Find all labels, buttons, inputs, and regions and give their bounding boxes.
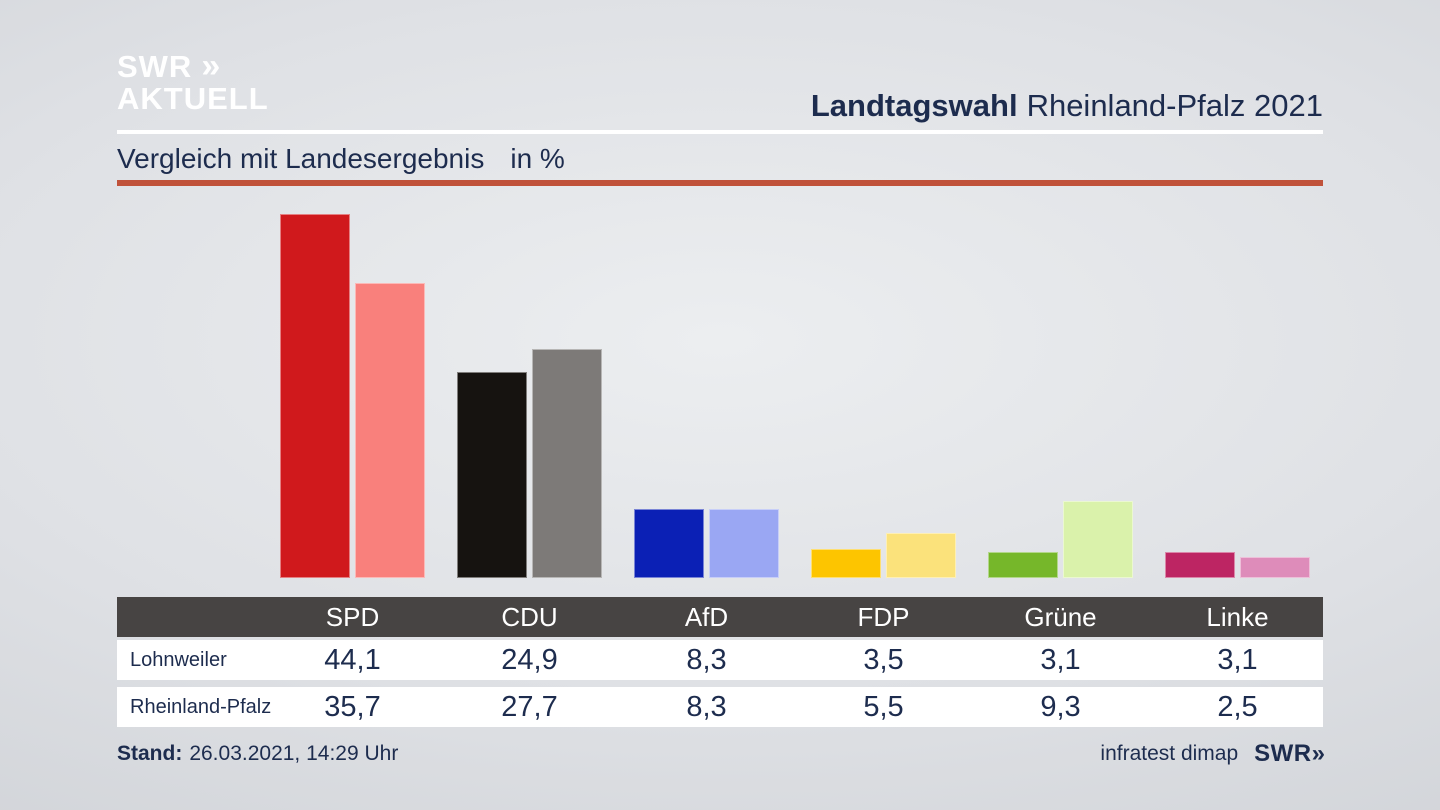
timestamp-label: Stand: — [117, 742, 183, 765]
timestamp: Stand: 26.03.2021, 14:29 Uhr — [117, 742, 398, 766]
value-cell: 9,3 — [1040, 690, 1081, 723]
page-title: Landtagswahl Rheinland-Pfalz 2021 — [323, 88, 1323, 124]
column-header-grüne: Grüne — [1024, 601, 1097, 632]
bar-chart — [117, 186, 1323, 578]
timestamp-value: 26.03.2021, 14:29 Uhr — [189, 742, 399, 765]
bar-afd-state — [709, 509, 779, 578]
table-header-row: SPD CDU AfD FDP Grüne Linke — [117, 597, 1323, 637]
bar-spd-state — [355, 283, 425, 578]
row-label: Lohnweiler — [130, 648, 227, 671]
logo-line1: SWR» — [117, 47, 269, 85]
bar-grüne-local — [988, 552, 1058, 578]
value-cell: 27,7 — [501, 690, 558, 723]
source-name: infratest dimap — [1100, 742, 1239, 765]
bar-fdp-local — [811, 549, 881, 578]
table-row: Rheinland-Pfalz 35,7 27,7 8,3 5,5 9,3 2,5 — [117, 687, 1323, 727]
logo-line2: AKTUELL — [117, 81, 269, 116]
value-cell: 8,3 — [686, 690, 727, 723]
column-header-fdp: FDP — [857, 601, 910, 632]
accent-underline — [117, 180, 1323, 186]
swr-aktuell-logo: SWR» AKTUELL — [117, 47, 269, 116]
table-row: Lohnweiler 44,1 24,9 8,3 3,5 3,1 3,1 — [117, 640, 1323, 680]
double-chevron-icon: » — [201, 47, 220, 85]
chart-subtitle: Vergleich mit Landesergebnis in % — [117, 143, 565, 175]
value-cell: 24,9 — [501, 643, 558, 676]
title-bold: Landtagswahl — [810, 88, 1018, 123]
column-header-afd: AfD — [684, 601, 729, 632]
source-attribution: infratest dimap SWR» — [1100, 740, 1325, 768]
column-header-spd: SPD — [325, 601, 380, 632]
value-cell: 35,7 — [324, 690, 381, 723]
double-chevron-icon: » — [1311, 740, 1325, 767]
bar-cdu-state — [532, 349, 602, 578]
column-header-cdu: CDU — [501, 601, 558, 632]
swr-logo-text: SWR — [1254, 740, 1312, 767]
value-cell: 8,3 — [686, 643, 727, 676]
header-separator-line — [117, 130, 1323, 134]
column-header-linke: Linke — [1206, 601, 1269, 632]
bar-grüne-state — [1063, 501, 1133, 578]
logo-swr-text: SWR — [117, 49, 193, 84]
subtitle-unit: in % — [510, 143, 565, 174]
bar-afd-local — [634, 509, 704, 578]
subtitle-text: Vergleich mit Landesergebnis — [117, 143, 485, 174]
title-rest: Rheinland-Pfalz 2021 — [1026, 88, 1323, 123]
row-label: Rheinland-Pfalz — [130, 695, 272, 718]
value-cell: 3,5 — [863, 643, 904, 676]
value-cell: 44,1 — [324, 643, 381, 676]
bar-linke-local — [1165, 552, 1235, 578]
value-cell: 3,1 — [1040, 643, 1081, 676]
bar-fdp-state — [886, 533, 956, 578]
swr-logo: SWR» — [1254, 740, 1325, 768]
bar-linke-state — [1240, 557, 1310, 578]
value-cell: 3,1 — [1217, 643, 1258, 676]
value-cell: 5,5 — [863, 690, 904, 723]
bar-spd-local — [280, 214, 350, 578]
bar-cdu-local — [457, 372, 527, 578]
value-cell: 2,5 — [1217, 690, 1258, 723]
